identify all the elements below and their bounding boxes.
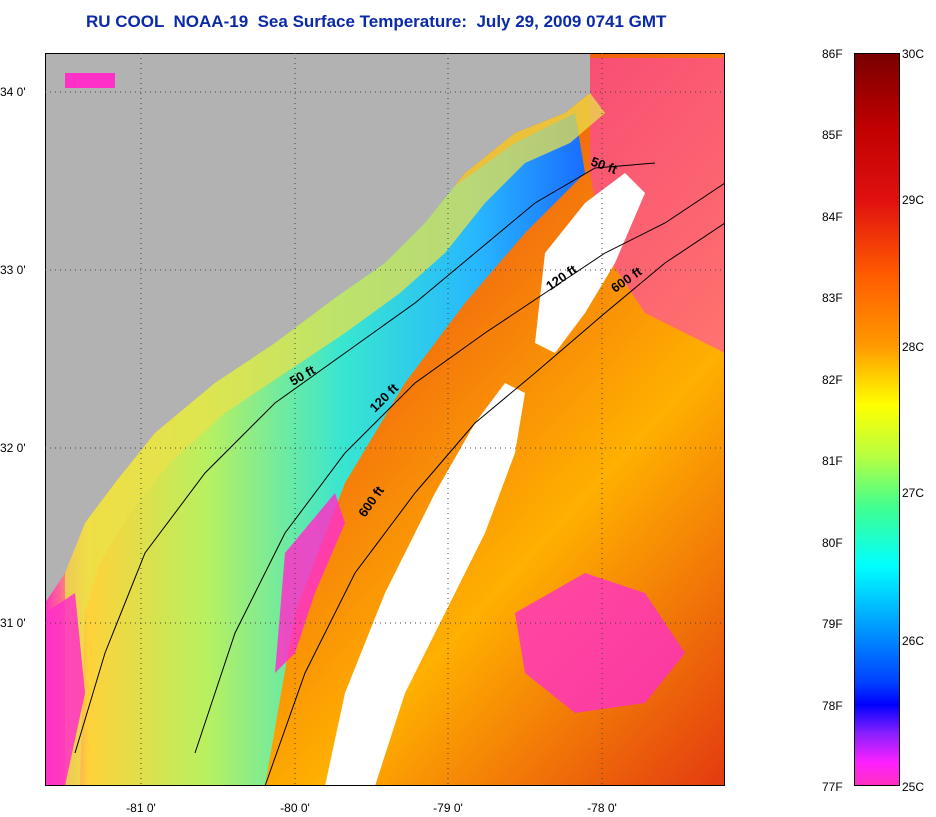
lat-label-33: 33 0'	[0, 263, 26, 277]
colorbar-label-81f: 81F	[822, 454, 843, 468]
colorbar-label-27c: 27C	[902, 486, 925, 500]
coastal-warm-band	[65, 93, 605, 786]
colorbar-label-84f: 84F	[822, 210, 843, 224]
colorbar-label-77f: 77F	[822, 780, 843, 794]
colorbar-label-78f: 78F	[822, 699, 843, 713]
sst-map: 50 ft 120 ft 600 ft 50 ft 120 ft 600 ft	[45, 53, 725, 786]
cloud-fringe-2	[515, 573, 685, 713]
sst-map-canvas: 50 ft 120 ft 600 ft 50 ft 120 ft 600 ft	[45, 53, 725, 786]
colorbar-label-86f: 86F	[822, 47, 843, 61]
cloud-fringe-3	[45, 593, 85, 786]
graticule	[45, 53, 725, 786]
land-area	[45, 53, 590, 603]
colorbar-label-29c: 29C	[902, 193, 925, 207]
lon-label-81: -81 0'	[126, 801, 156, 815]
colorbar-label-28c: 28C	[902, 340, 925, 354]
shelf-water	[45, 113, 585, 786]
lon-label-79: -79 0'	[433, 801, 463, 815]
cloud-band	[325, 383, 525, 786]
inland-patch	[65, 73, 115, 88]
map-title: RU COOL NOAA-19 Sea Surface Temperature:…	[86, 12, 667, 31]
colorbar-label-85f: 85F	[822, 128, 843, 142]
colorbar-label-80f: 80F	[822, 536, 843, 550]
bathymetry-contours	[74, 162, 725, 786]
colorbar-label-26c: 26C	[902, 634, 925, 648]
temperature-colorbar	[854, 53, 900, 786]
lat-label-34: 34 0'	[0, 85, 26, 99]
lat-label-31: 31 0'	[0, 616, 26, 630]
colorbar-label-25c: 25C	[902, 780, 925, 794]
colorbar-label-79f: 79F	[822, 617, 843, 631]
colorbar-label-83f: 83F	[822, 291, 843, 305]
cloud-mask-north	[590, 58, 725, 353]
cloud-fringe-1	[275, 493, 345, 673]
lon-label-78: -78 0'	[587, 801, 617, 815]
lon-label-80: -80 0'	[280, 801, 310, 815]
lat-label-32: 32 0'	[0, 441, 26, 455]
map-frame	[45, 53, 725, 786]
colorbar-label-30c: 30C	[902, 47, 925, 61]
colorbar-label-82f: 82F	[822, 373, 843, 387]
